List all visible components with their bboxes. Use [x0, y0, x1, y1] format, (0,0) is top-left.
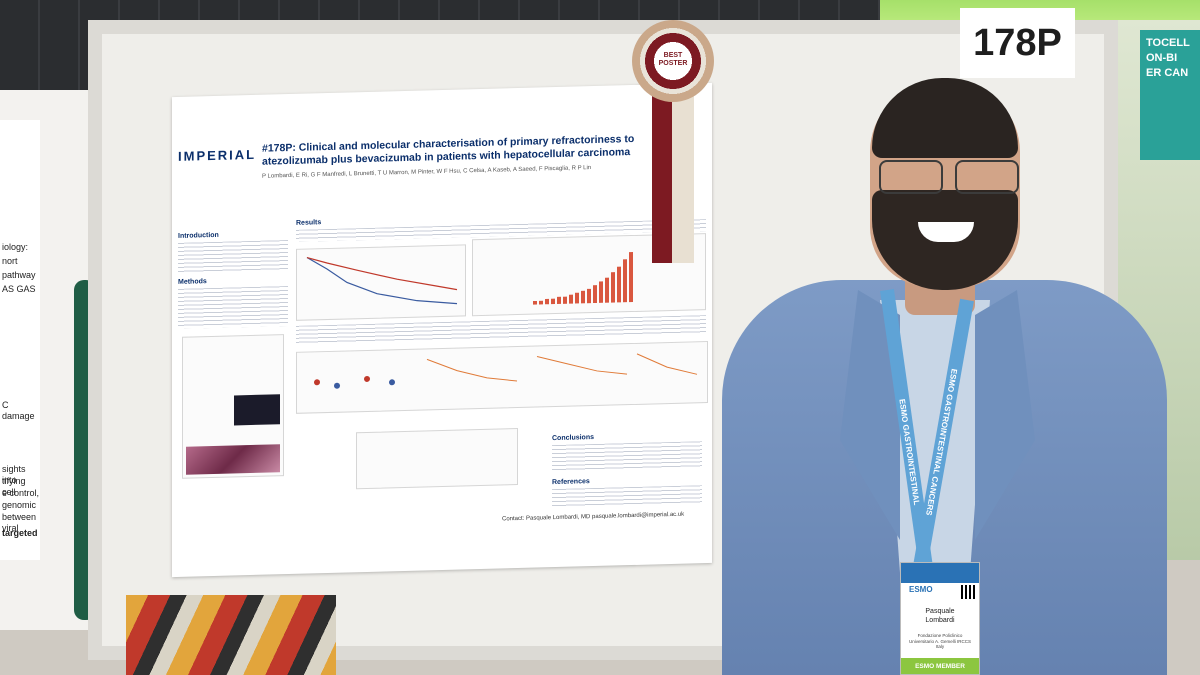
neighbour-line: nort [2, 256, 18, 266]
neighbour-sign: TOCELL ON-BI ER CAN [1140, 30, 1200, 160]
presenter-smile [918, 222, 974, 242]
badge-affiliation: Fondazione Policlinico Universitario A. … [908, 633, 971, 649]
badge-name: Pasquale Lombardi [905, 607, 975, 625]
badge-header [901, 563, 979, 583]
violin-km-svg [314, 353, 698, 389]
badge-last-name: Lombardi [925, 617, 955, 624]
visitor-skirt [126, 595, 336, 675]
neighbour-line: e control, [2, 488, 40, 498]
rosette-line-2: POSTER [658, 60, 688, 67]
km-curves [306, 256, 458, 305]
best-poster-rosette [632, 20, 714, 102]
glasses [873, 160, 1021, 194]
rosette-label: BEST POSTER [652, 52, 694, 68]
poster-bar [629, 251, 633, 303]
poster-bar [557, 296, 561, 304]
ribbon-left [652, 88, 674, 263]
poster-bar [617, 266, 621, 303]
poster-bar [575, 292, 579, 304]
neighbour-line: C damage [2, 400, 35, 421]
ribbon-right [672, 88, 694, 263]
research-poster: IMPERIAL #178P: Clinical and molecular c… [172, 82, 712, 578]
kaplan-meier-figure [296, 244, 466, 321]
poster-bar [581, 290, 585, 304]
heatmap-figure [356, 428, 518, 490]
poster-bar [611, 272, 615, 303]
neighbour-line: targeted [2, 528, 38, 538]
section-methods: Methods [178, 278, 207, 286]
neighbour-poster: iology: nort pathway AS GAS C damage sig… [0, 120, 40, 560]
neighbour-line: sights into [2, 464, 26, 485]
text-block [552, 485, 702, 508]
imperial-logo: IMPERIAL [178, 146, 257, 164]
rosette-line-1: BEST [663, 52, 683, 59]
poster-bar [623, 259, 627, 303]
qr-code-icon [961, 585, 975, 599]
poster-bar [539, 300, 543, 305]
section-results: Results [296, 219, 322, 227]
neighbour-line: AS GAS [2, 284, 36, 294]
lens-left [879, 160, 943, 194]
image-panel [234, 394, 280, 426]
badge-logo: ESMO [909, 585, 933, 594]
lens-right [955, 160, 1019, 194]
badge-membership: ESMO MEMBER [901, 658, 979, 674]
badge-first-name: Pasquale [925, 608, 955, 615]
poster-bar [599, 281, 603, 303]
board-number: 178P [960, 8, 1075, 78]
text-block [552, 441, 702, 472]
bar-chart-svg [533, 251, 633, 305]
neighbour-line: between viral [2, 512, 37, 533]
neighbour-line: tifying cell [2, 476, 26, 497]
neighbour-line: pathway [2, 270, 36, 280]
poster-bar [533, 300, 537, 305]
histology-image [186, 444, 280, 475]
neighbour-line: iology: [2, 242, 29, 252]
section-references: References [552, 478, 590, 487]
text-block [178, 240, 288, 273]
poster-bar [605, 277, 609, 303]
poster-bar [593, 285, 597, 304]
neighbour-line: genomic [2, 500, 37, 510]
poster-bar [563, 296, 567, 304]
section-introduction: Introduction [178, 231, 219, 240]
bar-chart-figure [472, 233, 706, 317]
poster-bar [569, 294, 573, 304]
poster-bar [551, 298, 555, 305]
text-block [178, 286, 288, 329]
poster-contact: Contact: Pasquale Lombardi, MD pasquale.… [502, 511, 685, 523]
section-conclusions: Conclusions [552, 434, 595, 443]
violin-plots-figure [296, 341, 708, 414]
poster-bar [545, 298, 549, 305]
poster-bar [587, 288, 591, 304]
name-badge: ESMO Pasquale Lombardi Fondazione Policl… [900, 562, 980, 675]
